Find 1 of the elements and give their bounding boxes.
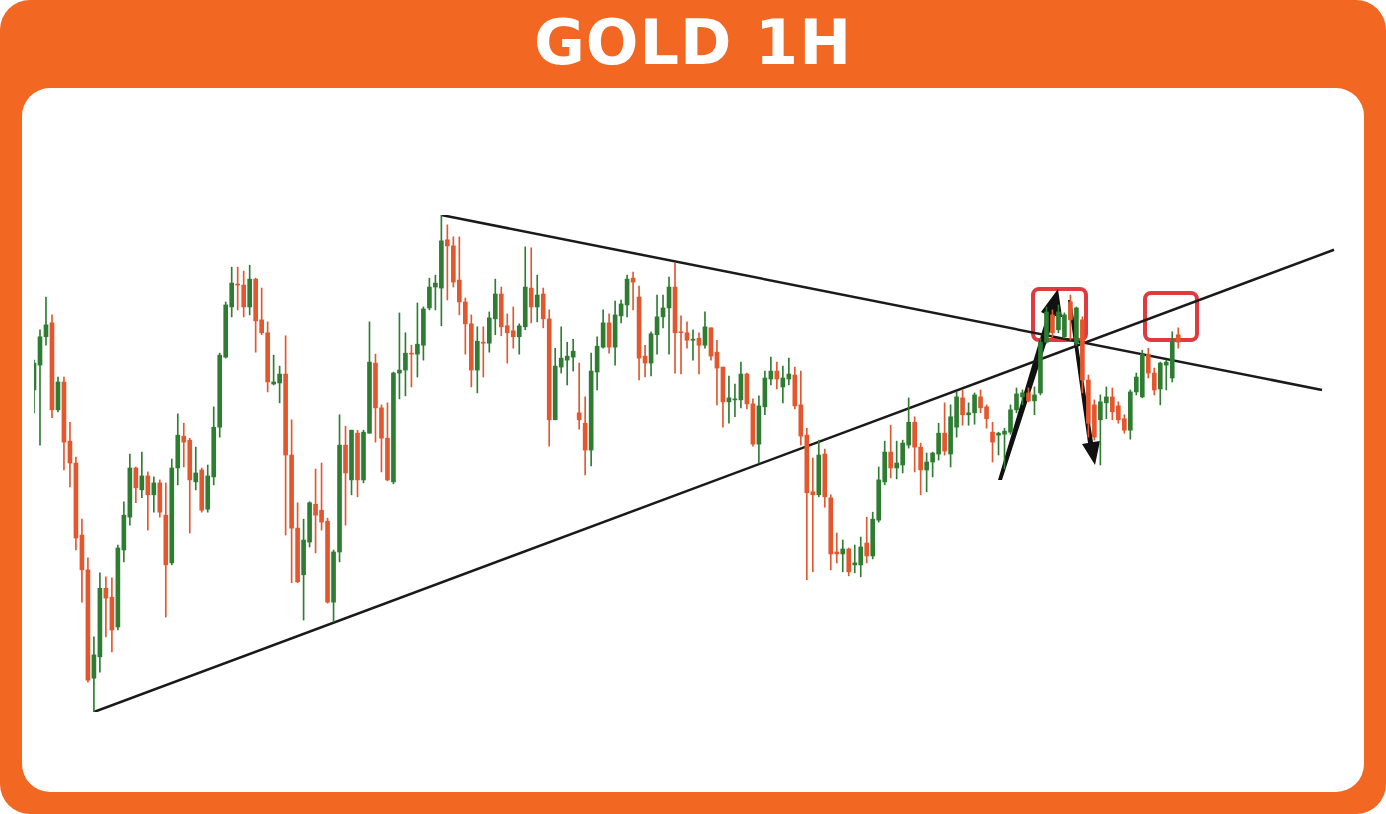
chart-title: GOLD 1H (532, 6, 854, 79)
